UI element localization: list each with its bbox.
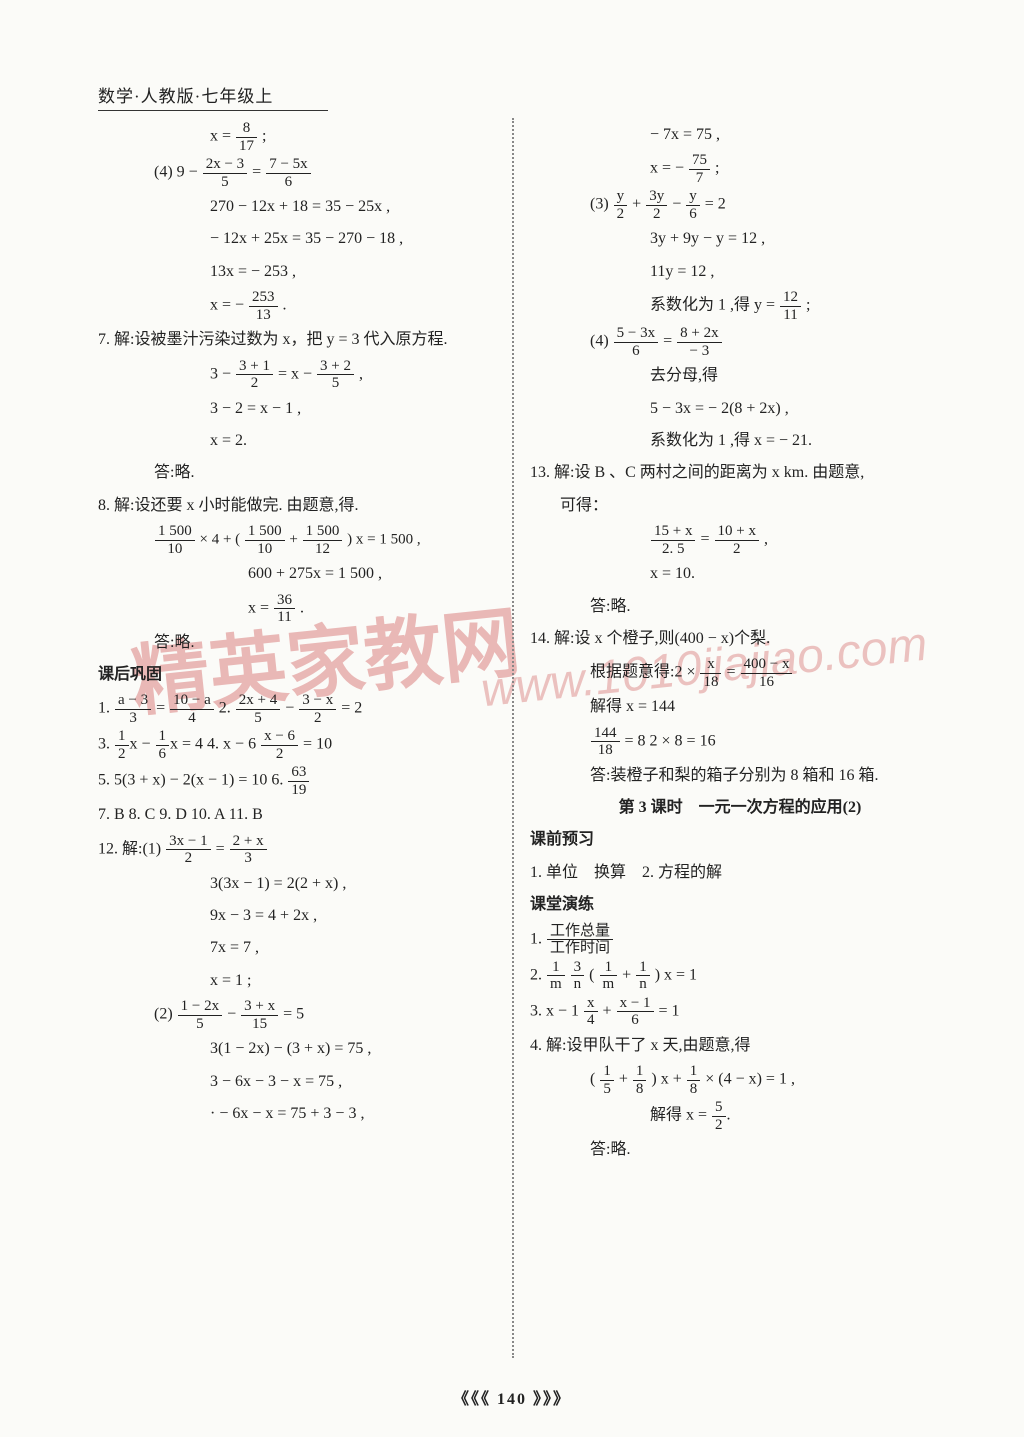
expr: − 7x = 75 , [530,120,950,150]
problem-14: 14. 解:设 x 个橙子,则(400 − x)个梨. [530,624,950,654]
right-column: − 7x = 75 , x = − 757 ; (3) y2 + 3y2 − y… [530,118,950,1167]
section-title: 课后巩固 [98,660,518,690]
expr: (3) y2 + 3y2 − y6 = 2 [530,188,950,222]
q1-q2: 1. a − 33 = 10 − a4 2. 2x + 45 − 3 − x2 … [98,692,518,726]
expr: 9x − 3 = 4 + 2x , [98,901,518,931]
q7-q11: 7. B 8. C 9. D 10. A 11. B [98,800,518,830]
expr: 系数化为 1 ,得 x = − 21. [530,426,950,456]
problem-7: 7. 解:设被墨汁污染过数为 x，把 y = 3 代入原方程. [98,325,518,355]
expr: − 12x + 25x = 35 − 270 − 18 , [98,224,518,254]
expr: 3(3x − 1) = 2(2 + x) , [98,869,518,899]
expr: ( 15 + 18 ) x + 18 × (4 − x) = 1 , [530,1063,950,1097]
expr: 3 − 3 + 12 = x − 3 + 25 , [98,358,518,392]
problem-8: 8. 解:设还要 x 小时能做完. 由题意,得. [98,491,518,521]
expr: 3(1 − 2x) − (3 + x) = 75 , [98,1034,518,1064]
expr: x = − 757 ; [530,152,950,186]
q12-1: 12. 解:(1) 3x − 12 = 2 + x3 [98,833,518,867]
page-number: 《《《 140 》》》 [0,1385,1024,1409]
lesson-title: 第 3 课时 一元一次方程的应用(2) [530,793,950,823]
practice-3: 3. x − 1 x4 + x − 16 = 1 [530,995,950,1029]
problem-13: 13. 解:设 B 、C 两村之间的距离为 x km. 由题意, [530,458,950,488]
expr: 13x = − 253 , [98,257,518,287]
expr: 11y = 12 , [530,257,950,287]
practice-2: 2. 1m 3n ( 1m + 1n ) x = 1 [530,959,950,993]
answer: 答:略. [98,628,518,658]
expr: 1 50010 × 4 + ( 1 50010 + 1 50012 ) x = … [98,523,518,557]
q3-q4: 3. 12x − 16x = 4 4. x − 6 x − 62 = 10 [98,728,518,762]
expr: 3y + 9y − y = 12 , [530,224,950,254]
answer: 答:略. [530,592,950,622]
expr: x = 10. [530,559,950,589]
answer: 答:装橙子和梨的箱子分别为 8 箱和 16 箱. [530,761,950,791]
q5-q6: 5. 5(3 + x) − 2(x − 1) = 10 6. 6319 [98,764,518,798]
expr: (4) 9 − 2x − 35 = 7 − 5x6 [98,156,518,190]
page-header: 数学·人教版·七年级上 [98,82,328,111]
expr: 270 − 12x + 18 = 35 − 25x , [98,192,518,222]
expr: 5 − 3x = − 2(8 + 2x) , [530,394,950,424]
practice-1: 1. 工作总量工作时间 [530,923,950,957]
expr: 600 + 275x = 1 500 , [98,559,518,589]
expr: x = 817 ; [98,120,518,154]
expr: x = 1 ; [98,966,518,996]
expr: 根据题意得:2 × x18 = 400 − x16 [530,656,950,690]
expr: 7x = 7 , [98,933,518,963]
expr: 3 − 2 = x − 1 , [98,394,518,424]
page: 数学·人教版·七年级上 精英家教网 www.1010jiajiao.com x … [0,0,1024,1437]
q12-2: (2) 1 − 2x5 − 3 + x15 = 5 [98,998,518,1032]
expr: 3 − 6x − 3 − x = 75 , [98,1067,518,1097]
section-title: 课堂演练 [530,890,950,920]
expr: 解得 x = 52. [530,1099,950,1133]
expr: (4) 5 − 3x6 = 8 + 2x− 3 [530,325,950,359]
section-title: 课前预习 [530,825,950,855]
answer: 答:略. [530,1135,950,1165]
answer: 答:略. [98,458,518,488]
expr: · − 6x − x = 75 + 3 − 3 , [98,1099,518,1129]
practice-4: 4. 解:设甲队干了 x 天,由题意,得 [530,1031,950,1061]
expr: 解得 x = 144 [530,692,950,722]
left-column: x = 817 ; (4) 9 − 2x − 35 = 7 − 5x6 270 … [98,118,518,1131]
preview-answers: 1. 单位 换算 2. 方程的解 [530,858,950,888]
expr: x = 3611 . [98,592,518,626]
expr: x = 2. [98,426,518,456]
expr: 15 + x2. 5 = 10 + x2 , [530,523,950,557]
expr: 去分母,得 [530,361,950,391]
expr: 14418 = 8 2 × 8 = 16 [530,725,950,759]
expr: 系数化为 1 ,得 y = 1211 ; [530,289,950,323]
expr: x = − 25313 . [98,289,518,323]
expr: 可得： [530,491,950,521]
